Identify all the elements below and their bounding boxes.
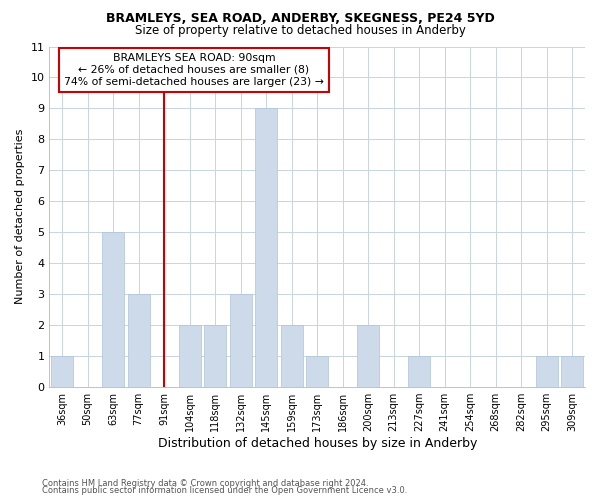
Text: Contains public sector information licensed under the Open Government Licence v3: Contains public sector information licen… — [42, 486, 407, 495]
Bar — [536, 356, 557, 387]
Bar — [103, 232, 124, 387]
Bar — [562, 356, 583, 387]
Text: BRAMLEYS SEA ROAD: 90sqm
← 26% of detached houses are smaller (8)
74% of semi-de: BRAMLEYS SEA ROAD: 90sqm ← 26% of detach… — [64, 54, 324, 86]
Text: Size of property relative to detached houses in Anderby: Size of property relative to detached ho… — [134, 24, 466, 37]
X-axis label: Distribution of detached houses by size in Anderby: Distribution of detached houses by size … — [158, 437, 477, 450]
Bar — [52, 356, 73, 387]
Bar — [128, 294, 149, 387]
Y-axis label: Number of detached properties: Number of detached properties — [15, 129, 25, 304]
Bar — [281, 325, 302, 387]
Bar — [409, 356, 430, 387]
Bar — [358, 325, 379, 387]
Bar — [179, 325, 200, 387]
Bar — [230, 294, 251, 387]
Bar — [205, 325, 226, 387]
Text: Contains HM Land Registry data © Crown copyright and database right 2024.: Contains HM Land Registry data © Crown c… — [42, 478, 368, 488]
Bar — [256, 108, 277, 387]
Text: BRAMLEYS, SEA ROAD, ANDERBY, SKEGNESS, PE24 5YD: BRAMLEYS, SEA ROAD, ANDERBY, SKEGNESS, P… — [106, 12, 494, 26]
Bar — [307, 356, 328, 387]
